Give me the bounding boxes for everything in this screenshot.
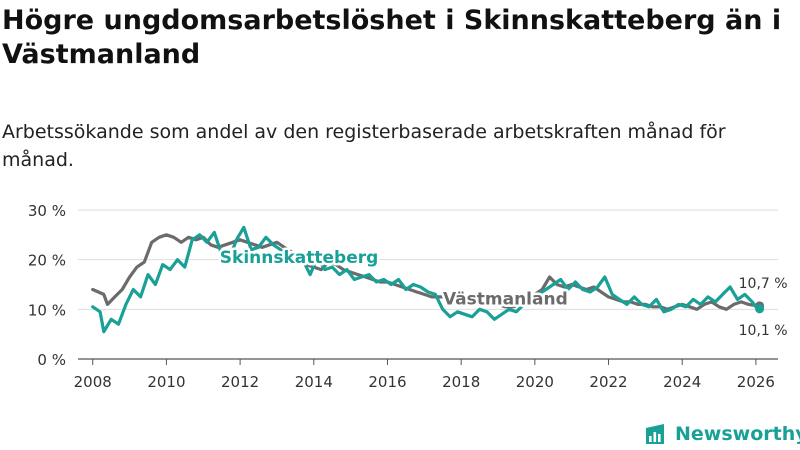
series-line-skinnskatteberg [91, 225, 762, 334]
y-tick-label: 0 % [37, 351, 66, 369]
x-tick-label: 2008 [74, 373, 112, 391]
series-label: Västmanland [443, 289, 568, 309]
line-chart: 0 % 10 % 20 % 30 % 2008 2010 2012 2014 2016 2018 2… [28, 202, 790, 391]
newsworthy-logo: Newsworthy [644, 420, 800, 448]
x-tick-label: 2016 [368, 373, 406, 391]
annotation-halo: Västmanland [443, 289, 568, 309]
x-tick-label: 2018 [442, 373, 480, 391]
series-line-vastmanland [91, 233, 762, 311]
x-tick-label: 2012 [221, 373, 259, 391]
chart-title: Högre ungdomsarbetslöshet i Skinnskatteb… [2, 5, 782, 70]
newsworthy-logo-text: Newsworthy [675, 423, 800, 445]
newsworthy-logo-icon [646, 424, 664, 444]
end-value-label: 10,7 % [739, 276, 788, 292]
x-tick-label: 2020 [516, 373, 554, 391]
x-tick-label: 2022 [589, 373, 627, 391]
annotation-halo: 10,1 % [739, 323, 788, 339]
chart-subtitle: Arbetssökande som andel av den registerb… [2, 121, 726, 171]
annotation-halo: Skinnskatteberg [220, 248, 379, 268]
series-endpoint-skinnskatteberg [755, 304, 765, 314]
annotation-halo: 10,7 % [739, 276, 788, 292]
series-label: Skinnskatteberg [220, 248, 379, 268]
x-tick-label: 2026 [737, 373, 775, 391]
end-value-label: 10,1 % [739, 323, 788, 339]
y-tick-label: 20 % [28, 252, 66, 270]
x-tick-label: 2014 [295, 373, 333, 391]
x-tick-label: 2010 [147, 373, 185, 391]
y-tick-label: 10 % [28, 301, 66, 319]
x-tick-label: 2024 [663, 373, 701, 391]
y-tick-label: 30 % [28, 202, 66, 220]
